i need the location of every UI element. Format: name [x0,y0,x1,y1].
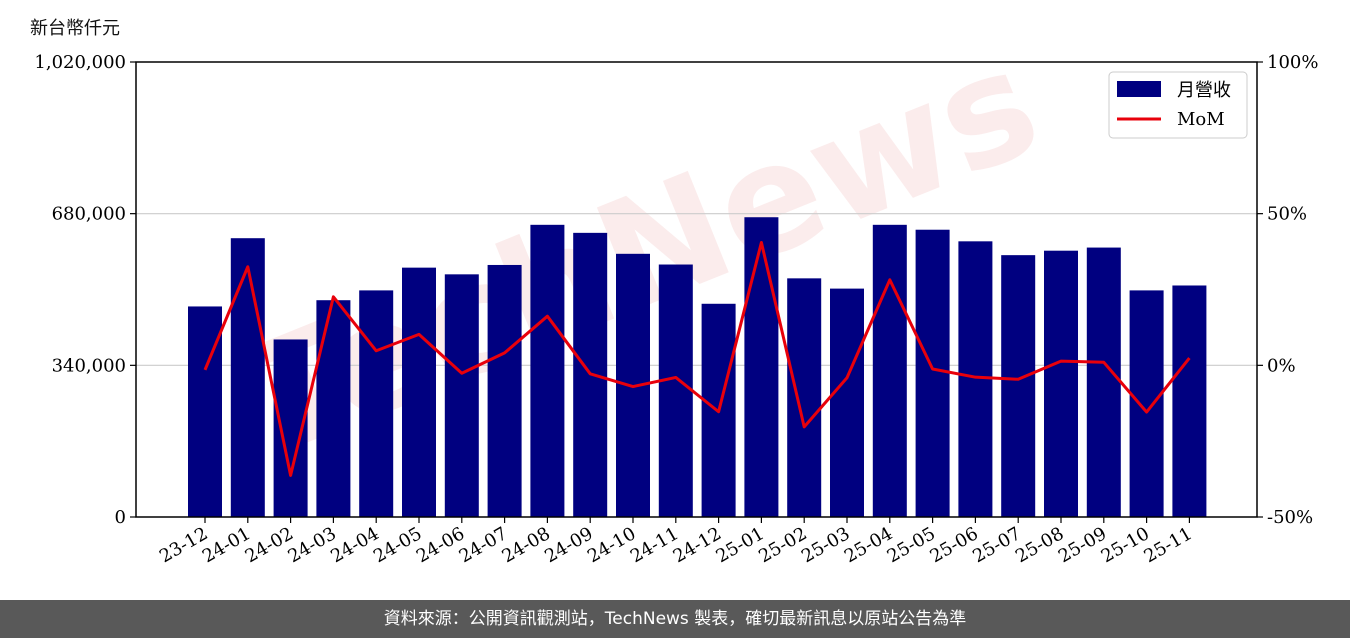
x-tick-label: 25-04 [841,523,896,567]
x-tick-label: 25-05 [884,523,939,567]
y-right-tick-label: 0% [1267,355,1296,376]
revenue-bar [1172,285,1207,517]
revenue-bar [787,278,822,517]
x-tick-label: 23-12 [156,523,211,567]
y-axis-unit-label: 新台幣仟元 [30,18,120,39]
revenue-bar [444,274,479,517]
x-tick-label: 24-07 [456,523,511,567]
revenue-bar [487,264,522,517]
revenue-bar [830,288,864,517]
revenue-bar [359,290,394,517]
x-tick-label: 25-06 [926,523,981,567]
x-tick-label: 25-03 [798,523,853,567]
x-tick-label: 24-01 [199,523,254,567]
revenue-bar [1129,290,1164,517]
mom-line [203,240,1191,477]
x-tick-label: 24-06 [413,523,468,567]
revenue-bar [658,264,693,517]
y-right-tick-label: 50% [1267,204,1307,225]
revenue-bar [530,224,565,517]
revenue-bar [230,238,265,517]
y-left-tick-label: 0 [115,507,126,528]
revenue-bar [872,224,907,517]
revenue-chart: TechNews0340,000680,0001,020,000-50%0%50… [34,16,1318,568]
legend: 月營收 MoM [1108,71,1248,139]
x-tick-label: 25-08 [1012,523,1067,567]
plot-frame [135,61,1258,518]
x-tick-label: 24-11 [627,523,682,567]
revenue-bar [1044,250,1078,518]
x-tick-label: 25-10 [1098,523,1153,567]
x-tick-label: 24-02 [242,523,297,567]
revenue-bar [402,267,436,517]
x-tick-label: 25-07 [969,523,1024,567]
y-left-tick-label: 340,000 [52,355,126,376]
x-tick-label: 24-12 [670,523,725,567]
revenue-bar [1001,255,1036,517]
x-tick-label: 24-10 [584,523,639,567]
x-tick-label: 24-08 [498,523,553,567]
revenue-bar [1086,247,1121,517]
revenue-bar [915,229,950,517]
y-left-tick-label: 680,000 [52,204,126,225]
x-tick-label: 24-05 [370,523,425,567]
x-tick-label: 25-01 [712,523,767,567]
legend-label-mom: MoM [1177,109,1225,130]
x-tick-label: 24-03 [284,523,339,567]
legend-bar-swatch [1117,81,1161,97]
x-tick-label: 25-02 [755,523,810,567]
x-tick-label: 24-04 [327,523,382,567]
x-tick-label: 25-09 [1055,523,1110,567]
revenue-bar [316,300,351,517]
legend-label-revenue: 月營收 [1177,80,1231,101]
y-right-tick-label: 100% [1267,52,1318,73]
revenue-bar [744,217,779,517]
x-tick-label: 24-09 [541,523,596,567]
y-right-tick-label: -50% [1267,507,1313,528]
chart-area: TechNews 0 340,000 680,000 1,020,000 -50% 0% 50… [34,16,1318,568]
x-tick-label: 25-11 [1140,523,1195,567]
source-footer: 資料來源：公開資訊觀測站，TechNews 製表，確切最新訊息以原站公告為準 [0,600,1350,638]
y-left-tick-label: 1,020,000 [34,52,126,73]
